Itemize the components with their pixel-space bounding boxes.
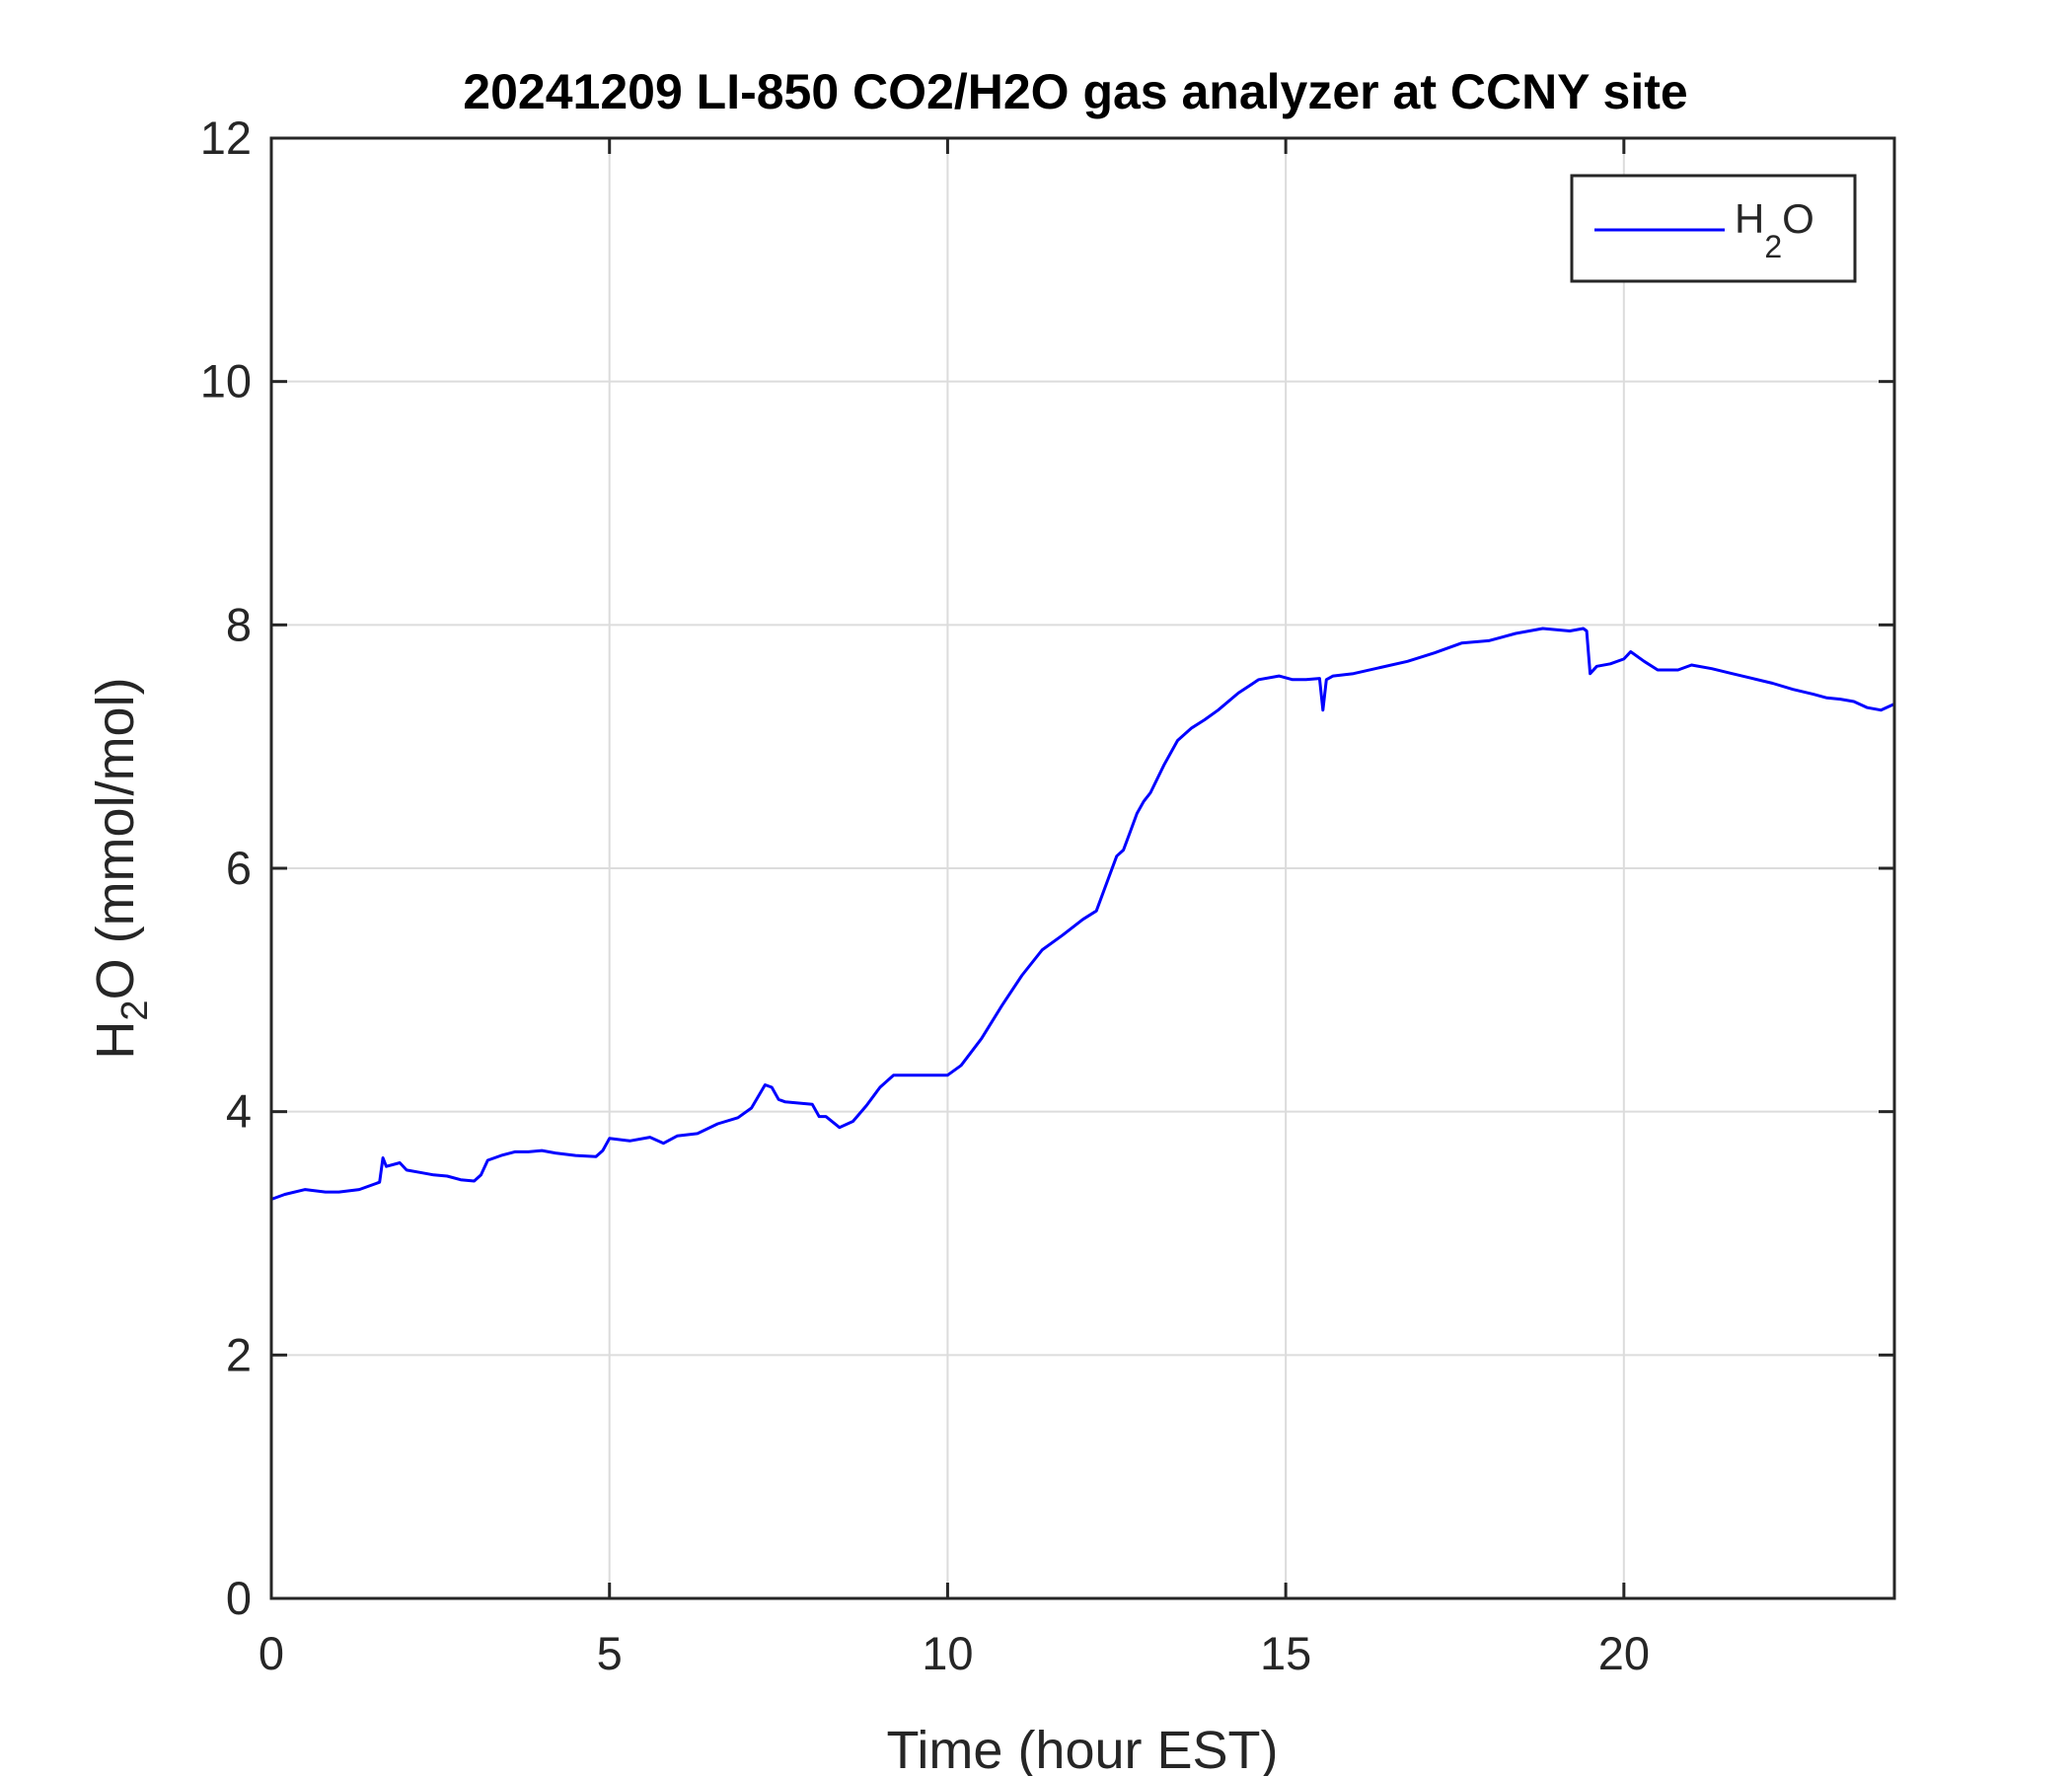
tick-labels: 0 5 10 15 20 0 2 4 6 8 10 12 [200, 111, 1650, 1679]
legend-label: H2O [1735, 195, 1814, 264]
y-label-subscript: 2 [114, 999, 156, 1020]
x-tick-label: 15 [1260, 1627, 1311, 1679]
y-tick-label: 6 [226, 842, 252, 894]
series-line-h2o [270, 627, 1895, 1201]
y-axis-label: H2O (mmol/mol) [86, 677, 156, 1059]
axes-box [269, 136, 1896, 1600]
legend: H2O [1570, 174, 1857, 283]
legend-label-subscript: 2 [1764, 229, 1782, 264]
y-tick-label: 4 [226, 1085, 252, 1138]
x-tick-label: 0 [259, 1627, 284, 1679]
y-tick-label: 10 [200, 355, 252, 407]
legend-label-rest: O [1782, 195, 1814, 242]
y-label-rest: O (mmol/mol) [86, 677, 145, 999]
x-axis-label: Time (hour EST) [886, 1721, 1278, 1776]
y-tick-label: 0 [226, 1572, 252, 1624]
y-tick-label: 2 [226, 1328, 252, 1380]
x-tick-label: 10 [922, 1627, 973, 1679]
y-label-main: H [86, 1021, 145, 1060]
y-tick-label: 12 [200, 111, 252, 164]
series-layer [270, 627, 1895, 1201]
x-tick-label: 5 [597, 1627, 623, 1679]
legend-label-main: H [1735, 195, 1764, 242]
x-tick-label: 20 [1598, 1627, 1650, 1679]
chart-title: 20241209 LI-850 CO2/H2O gas analyzer at … [463, 64, 1687, 119]
y-tick-label: 8 [226, 598, 252, 650]
